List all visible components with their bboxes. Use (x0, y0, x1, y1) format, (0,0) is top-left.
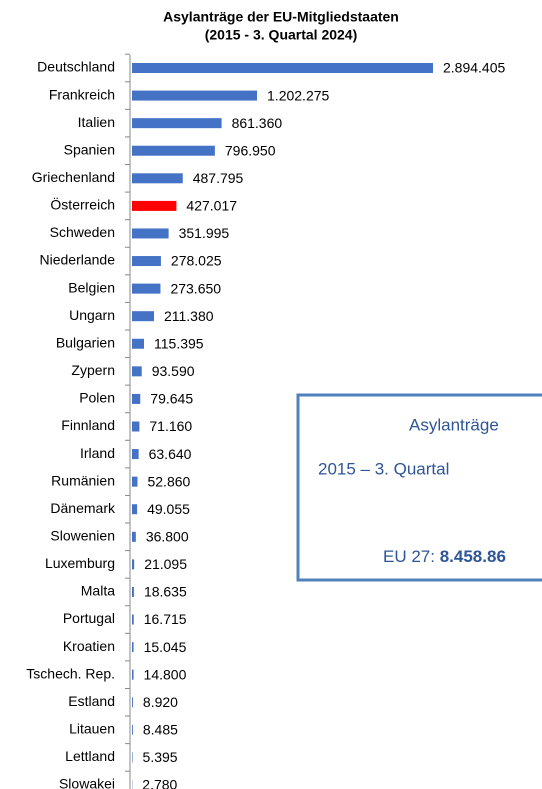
category-label: Luxemburg (45, 555, 115, 571)
bar (132, 476, 138, 487)
chart-title: Asylanträge der EU-Mitgliedstaaten (163, 9, 399, 25)
bar (132, 256, 161, 267)
category-label: Slowakei (59, 776, 115, 789)
value-label: 861.360 (232, 115, 283, 131)
category-label: Niederlande (40, 252, 116, 268)
value-label: 18.635 (144, 584, 187, 600)
category-label: Deutschland (37, 59, 115, 75)
value-label: 36.800 (146, 529, 189, 545)
category-label: Zypern (71, 362, 115, 378)
annotation-line: Asylanträge (409, 415, 499, 434)
value-label: 21.095 (144, 556, 187, 572)
bar (132, 393, 141, 404)
category-label: Spanien (64, 141, 115, 157)
annotation-line: 2015 – 3. Quartal (318, 459, 449, 478)
category-label: Belgien (68, 279, 115, 295)
category-label: Bulgarien (56, 334, 115, 350)
value-label: 93.590 (152, 363, 195, 379)
category-label: Malta (81, 583, 115, 599)
bar (132, 283, 161, 294)
value-label: 2.780 (142, 777, 177, 789)
value-label: 273.650 (170, 280, 221, 296)
category-label: Dänemark (50, 500, 116, 516)
chart-subtitle: (2015 - 3. Quartal 2024) (205, 27, 358, 43)
bar (132, 90, 258, 101)
value-label: 8.485 (143, 722, 178, 738)
category-label: Lettland (65, 748, 115, 764)
category-label: Irland (80, 445, 115, 461)
bar (132, 697, 133, 708)
bar (132, 173, 183, 184)
bar (132, 200, 177, 211)
category-label: Kroatien (63, 638, 115, 654)
value-label: 2.894.405 (443, 60, 505, 76)
value-label: 15.045 (144, 639, 187, 655)
category-label: Estland (68, 693, 115, 709)
category-label: Ungarn (69, 307, 115, 323)
value-label: 796.950 (225, 142, 276, 158)
bar (132, 586, 134, 597)
value-label: 427.017 (186, 198, 237, 214)
bar (132, 724, 133, 735)
value-label: 14.800 (144, 666, 187, 682)
value-label: 5.395 (143, 749, 178, 765)
value-label: 351.995 (179, 225, 230, 241)
value-label: 52.860 (147, 473, 190, 489)
category-label: Tschech. Rep. (26, 665, 115, 681)
value-label: 63.640 (149, 446, 192, 462)
category-label: Slowenien (50, 528, 115, 544)
bar (132, 531, 136, 542)
bar (132, 366, 142, 377)
category-label: Griechenland (32, 169, 115, 185)
category-label: Polen (79, 390, 115, 406)
value-label: 8.920 (143, 694, 178, 710)
category-label: Litauen (69, 721, 115, 737)
category-label: Italien (78, 114, 115, 130)
bar (132, 449, 139, 460)
bar (132, 669, 134, 680)
bar (132, 145, 215, 156)
category-label: Frankreich (49, 86, 115, 102)
total-value: 8.458.86 (440, 547, 506, 566)
bar (132, 614, 134, 625)
bar (132, 338, 145, 349)
bar (132, 118, 222, 129)
bar (132, 311, 154, 322)
value-label: 211.380 (164, 308, 214, 324)
value-label: 49.055 (147, 501, 190, 517)
value-label: 115.395 (154, 335, 204, 351)
bar (132, 421, 140, 432)
annotation-total: EU 27: 8.458.86 (383, 547, 506, 566)
bar (132, 504, 138, 515)
value-label: 1.202.275 (267, 87, 329, 103)
value-label: 79.645 (150, 391, 193, 407)
value-label: 487.795 (193, 170, 244, 186)
total-label: EU 27: (383, 547, 435, 566)
bar (132, 642, 134, 653)
value-label: 278.025 (171, 253, 222, 269)
bar (132, 63, 433, 73)
bar (132, 228, 169, 239)
category-label: Finnland (61, 417, 115, 433)
category-label: Rumänien (51, 472, 115, 488)
category-label: Portugal (63, 610, 115, 626)
annotation-box (296, 393, 542, 582)
bar (132, 752, 133, 763)
value-label: 16.715 (144, 611, 187, 627)
category-label: Schweden (50, 224, 115, 240)
category-label: Österreich (50, 196, 115, 213)
value-label: 71.160 (149, 418, 192, 434)
bar (132, 559, 135, 570)
